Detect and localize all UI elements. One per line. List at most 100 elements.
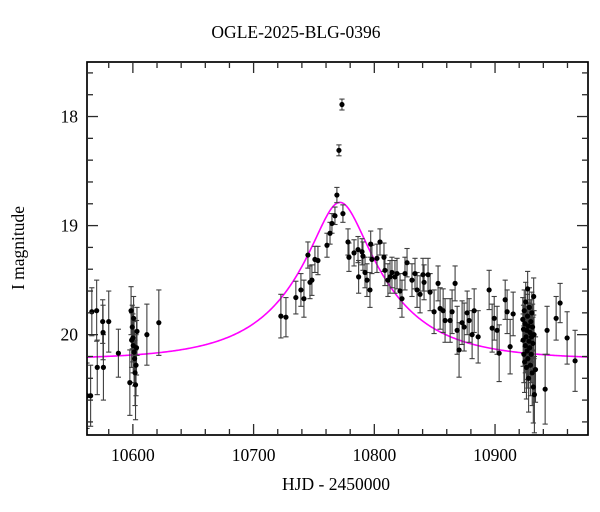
data-point xyxy=(283,314,289,320)
data-point xyxy=(525,286,531,292)
data-point xyxy=(351,250,357,256)
data-point xyxy=(130,315,137,321)
data-point xyxy=(526,375,532,381)
data-point xyxy=(461,324,467,330)
data-point xyxy=(447,317,453,324)
y-tick-label: 18 xyxy=(61,107,79,127)
data-point xyxy=(553,315,559,321)
data-point xyxy=(531,293,537,300)
data-point xyxy=(528,351,534,357)
y-axis-label: I magnitude xyxy=(8,206,28,290)
data-point xyxy=(464,310,470,316)
data-point xyxy=(324,242,330,248)
data-point xyxy=(100,329,106,336)
data-point xyxy=(359,249,365,255)
data-point xyxy=(278,313,284,319)
data-point xyxy=(507,344,513,350)
data-point xyxy=(529,370,535,376)
data-point xyxy=(440,308,446,314)
data-point xyxy=(526,304,532,310)
data-point xyxy=(427,289,433,295)
data-point xyxy=(298,287,304,293)
data-point xyxy=(469,332,475,338)
plot-frame xyxy=(86,61,589,436)
y-tick-label: 19 xyxy=(61,216,79,236)
data-point xyxy=(471,308,477,314)
data-point xyxy=(293,294,299,301)
data-point xyxy=(454,327,460,333)
data-point xyxy=(528,318,534,325)
data-point xyxy=(115,350,121,356)
data-point xyxy=(88,393,94,399)
data-point xyxy=(309,277,315,283)
data-point xyxy=(131,349,137,355)
data-point xyxy=(345,239,351,245)
x-tick-label: 10900 xyxy=(473,445,517,465)
data-point xyxy=(529,324,536,330)
data-point xyxy=(531,332,537,338)
data-point xyxy=(387,274,393,280)
data-point xyxy=(491,315,497,321)
data-point xyxy=(389,269,395,276)
data-point xyxy=(496,350,502,356)
data-point xyxy=(381,254,387,260)
data-point xyxy=(340,210,346,217)
data-point xyxy=(356,274,362,280)
data-point xyxy=(332,213,338,219)
data-point xyxy=(527,362,534,368)
plot-title: OGLE-2025-BLG-0396 xyxy=(211,22,380,42)
data-point xyxy=(404,260,410,266)
data-point xyxy=(523,364,530,370)
data-point xyxy=(435,280,441,287)
data-point xyxy=(526,338,532,344)
error-bars xyxy=(87,98,578,434)
data-point xyxy=(367,287,373,293)
data-point xyxy=(502,297,508,303)
data-point xyxy=(529,310,535,316)
data-point xyxy=(523,299,529,305)
data-point xyxy=(355,246,361,253)
data-point xyxy=(527,345,533,351)
data-point xyxy=(525,323,531,329)
data-point xyxy=(106,318,112,325)
data-point xyxy=(521,351,527,357)
y-tick-label: 20 xyxy=(61,325,79,345)
data-point xyxy=(130,335,136,341)
data-point xyxy=(362,269,368,276)
data-point xyxy=(360,253,366,259)
x-tick-label: 10800 xyxy=(352,445,396,465)
data-point xyxy=(425,272,431,278)
data-point xyxy=(542,386,548,392)
x-axis-label: HJD - 2450000 xyxy=(282,474,390,494)
data-point xyxy=(144,332,150,338)
data-point xyxy=(420,272,426,278)
data-point xyxy=(364,277,370,283)
data-point xyxy=(374,255,380,261)
data-point xyxy=(524,313,531,319)
data-point xyxy=(134,328,140,334)
data-point xyxy=(452,280,458,287)
data-point xyxy=(100,318,106,325)
data-point xyxy=(315,257,321,264)
data-point xyxy=(133,362,139,368)
data-point xyxy=(94,364,100,370)
data-point xyxy=(544,327,550,333)
data-point xyxy=(100,364,107,370)
data-point xyxy=(522,342,528,349)
data-point xyxy=(305,252,311,258)
data-point xyxy=(301,296,307,302)
data-point xyxy=(409,277,415,283)
data-point xyxy=(131,356,138,362)
data-point xyxy=(456,347,462,353)
data-point xyxy=(486,287,492,293)
data-point xyxy=(449,309,455,315)
data-point xyxy=(531,392,537,398)
data-point xyxy=(377,239,383,245)
data-point xyxy=(530,384,536,390)
tick-labels: 10600 10700 10800 10900 18 19 20 xyxy=(61,107,518,465)
tick-marks xyxy=(87,62,588,435)
data-point xyxy=(523,334,529,340)
data-point xyxy=(156,320,162,326)
